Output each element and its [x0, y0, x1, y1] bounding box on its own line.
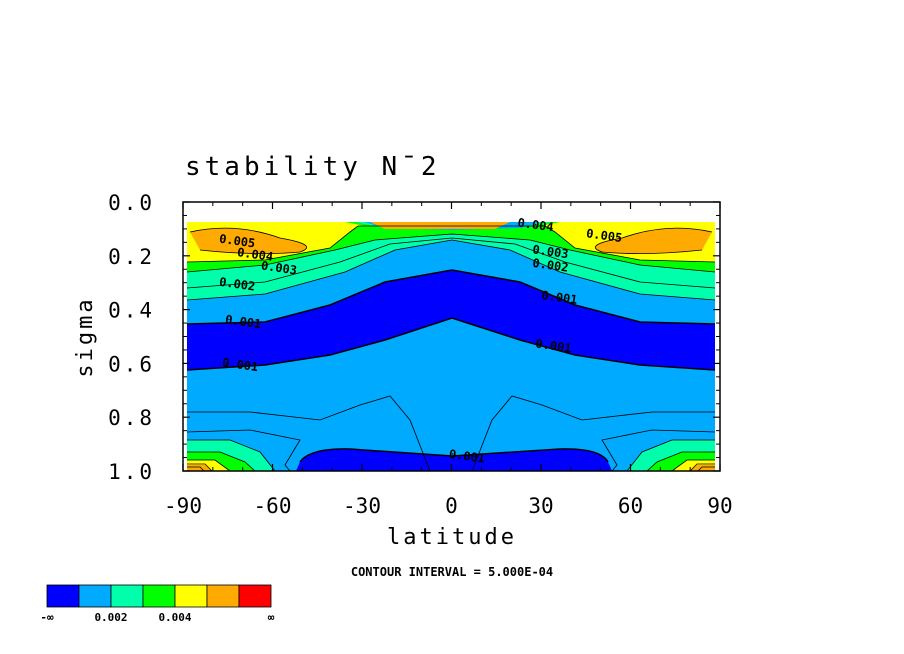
contour-line [189, 227, 307, 254]
y-tick-label: 0.0 [108, 191, 155, 215]
colorbar-label: 0.004 [158, 611, 191, 624]
x-tick-label: -30 [343, 494, 381, 518]
colorbar-swatch [78, 584, 112, 608]
contour-line [595, 227, 713, 254]
band-fill [187, 222, 715, 471]
contour-label: 0.003 [260, 259, 298, 278]
contour-interval-note: CONTOUR INTERVAL = 5.000E-04 [351, 565, 553, 579]
x-axis: -90 -60 -30 0 30 60 90 [164, 202, 733, 518]
colorbar-swatch [206, 584, 240, 608]
x-tick-label: 0 [445, 494, 458, 518]
y-axis: 0.0 0.2 0.4 0.6 0.8 1.0 [108, 191, 720, 484]
x-tick-label: 30 [528, 494, 553, 518]
contour-line [697, 466, 715, 471]
band-fill [187, 465, 212, 471]
contour-label: 0.001 [448, 447, 486, 466]
y-tick-label: 0.2 [108, 245, 155, 269]
y-tick-label: 0.6 [108, 352, 155, 376]
contour-label: 0.005 [585, 226, 623, 245]
band-fill [296, 448, 612, 471]
contour-line [187, 463, 213, 471]
colorbar-label: -∞ [40, 611, 54, 624]
y-axis-label: sigma [73, 296, 98, 377]
contour-line [689, 463, 715, 471]
contour-label: 0.005 [218, 232, 256, 251]
contour-label: 0.003 [532, 242, 570, 261]
band-fill [190, 228, 307, 254]
contour-line [186, 429, 301, 471]
contour-line [626, 439, 715, 471]
contour-field [183, 202, 720, 471]
band-fill [370, 222, 510, 229]
contour-line [671, 459, 715, 471]
contour-line [186, 269, 716, 325]
contour-line [187, 439, 276, 471]
y-tick-label: 0.4 [108, 299, 155, 323]
contour-label: 0.004 [236, 245, 274, 264]
y-tick-label: 0.8 [108, 406, 155, 430]
contour-line [186, 239, 716, 301]
contour-line [186, 225, 716, 263]
contour-labels: 0.0050.0040.0030.0020.0010.0010.0040.003… [218, 215, 623, 465]
colorbar-label: ∞ [268, 611, 275, 624]
band-fill [690, 465, 715, 471]
contour-line [646, 451, 715, 471]
contour-line [471, 395, 715, 471]
contour-line [187, 466, 205, 471]
contour-line [187, 395, 431, 471]
contour-label: 0.001 [541, 288, 579, 307]
contour-line [187, 451, 256, 471]
contour-line [186, 233, 716, 273]
contour-label: 0.004 [517, 215, 555, 234]
x-tick-label: 60 [618, 494, 643, 518]
y-tick-label: 1.0 [108, 460, 155, 484]
contour-label: 0.001 [535, 337, 573, 356]
colorbar-label: 0.002 [94, 611, 127, 624]
band-fill [187, 270, 715, 370]
x-tick-label: 90 [707, 494, 732, 518]
colorbar-swatch [238, 584, 272, 608]
colorbar: -∞ 0.002 0.004 ∞ [40, 584, 275, 624]
band-fill [187, 222, 715, 262]
contour-line [186, 237, 716, 289]
contour-line [187, 459, 231, 471]
contour-label: 0.002 [532, 256, 570, 275]
chart-title: stability N¯2 [185, 152, 441, 182]
contour-label: 0.001 [221, 355, 259, 374]
x-axis-label: latitude [387, 525, 517, 550]
contour-line [186, 317, 716, 371]
contour-line [299, 448, 609, 463]
x-tick-label: -60 [254, 494, 292, 518]
x-tick-label: -90 [164, 494, 202, 518]
contour-label: 0.001 [224, 312, 262, 331]
contour-label: 0.002 [218, 275, 256, 294]
contour-line [601, 429, 716, 471]
colorbar-swatch [110, 584, 144, 608]
colorbar-swatch [142, 584, 176, 608]
colorbar-swatch [46, 584, 80, 608]
colorbar-swatch [174, 584, 208, 608]
band-fill [595, 228, 712, 254]
